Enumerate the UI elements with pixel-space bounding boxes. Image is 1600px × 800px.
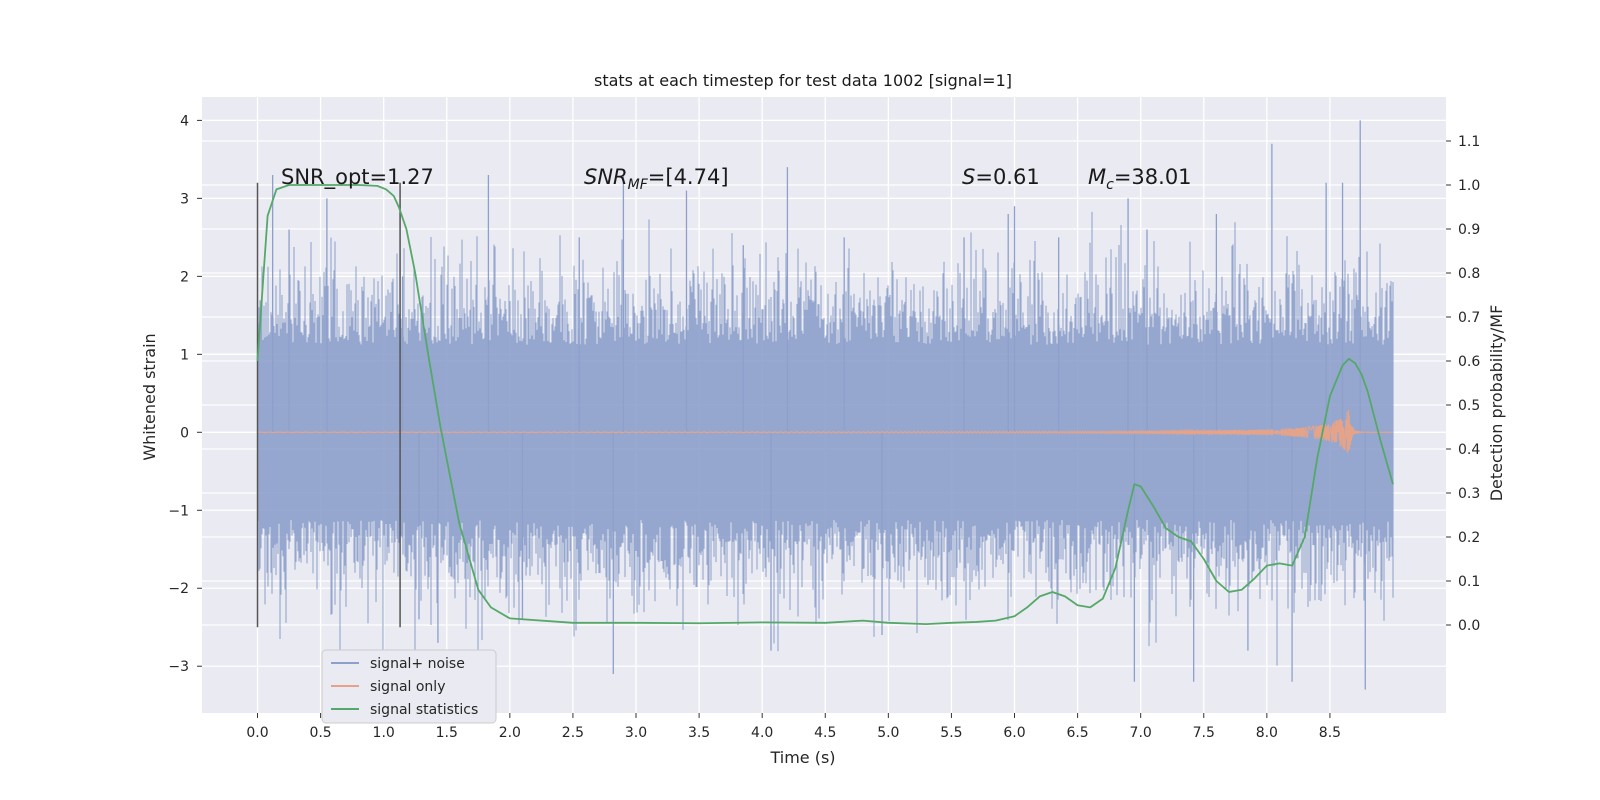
y-right-tick-label: 0.7 bbox=[1458, 310, 1480, 326]
legend-box bbox=[321, 649, 497, 724]
y-left-tick-label: 2 bbox=[180, 269, 189, 285]
y-right-tick-label: 0.5 bbox=[1458, 398, 1480, 414]
x-tick-label: 8.5 bbox=[1319, 725, 1341, 741]
legend-label-signal-only: signal only bbox=[370, 679, 445, 695]
x-tick-label: 6.5 bbox=[1066, 725, 1088, 741]
x-tick-label: 2.5 bbox=[562, 725, 584, 741]
plot-area bbox=[202, 97, 1446, 713]
window-bounds bbox=[256, 182, 401, 628]
x-tick-label: 8.0 bbox=[1256, 725, 1278, 741]
y-axis-right: 0.0 0.1 0.2 0.3 0.4 0.5 0.6 0.7 0.8 0.9 1.0 1.1 bbox=[1446, 134, 1480, 634]
signal-only-line bbox=[257, 410, 1393, 453]
x-tick-label: 0.0 bbox=[246, 725, 268, 741]
y-axis-left-label: Whitened strain bbox=[140, 333, 159, 460]
signal-only-series bbox=[257, 410, 1393, 453]
y-right-tick-label: 0.9 bbox=[1458, 222, 1480, 238]
x-tick-label: 7.5 bbox=[1193, 725, 1215, 741]
x-tick-label: 7.0 bbox=[1130, 725, 1152, 741]
x-tick-label: 4.0 bbox=[751, 725, 773, 741]
y-right-tick-label: 1.0 bbox=[1458, 178, 1480, 194]
y-right-tick-label: 1.1 bbox=[1458, 134, 1480, 150]
y-right-tick-label: 0.0 bbox=[1458, 618, 1480, 634]
y-axis-right-label: Detection probability/MF bbox=[1487, 305, 1506, 502]
x-tick-label: 5.0 bbox=[877, 725, 899, 741]
y-left-tick-label: 4 bbox=[180, 113, 189, 129]
x-tick-label: 1.5 bbox=[436, 725, 458, 741]
annotation-mc: Mc=38.01 bbox=[1088, 165, 1192, 193]
x-tick-label: 2.0 bbox=[499, 725, 521, 741]
annotation-s: S=0.61 bbox=[962, 165, 1040, 189]
chart-title: stats at each timestep for test data 100… bbox=[594, 71, 1012, 90]
y-left-tick-label: 0 bbox=[180, 425, 189, 441]
y-left-tick-label: −3 bbox=[168, 659, 189, 675]
x-tick-label: 4.5 bbox=[814, 725, 836, 741]
x-tick-label: 6.0 bbox=[1003, 725, 1025, 741]
y-right-tick-label: 0.1 bbox=[1458, 574, 1480, 590]
x-tick-label: 3.5 bbox=[688, 725, 710, 741]
statistics-line bbox=[256, 184, 1394, 626]
y-left-tick-label: 1 bbox=[180, 347, 189, 363]
x-tick-label: 0.5 bbox=[309, 725, 331, 741]
x-tick-label: 5.5 bbox=[940, 725, 962, 741]
y-right-tick-label: 0.2 bbox=[1458, 530, 1480, 546]
x-axis: 0.0 0.5 1.0 1.5 2.0 2.5 3.0 3.5 4.0 4.5 5.0 5.5 6.0 6… bbox=[246, 713, 1341, 741]
x-tick-label: 3.0 bbox=[625, 725, 647, 741]
x-axis-label: Time (s) bbox=[769, 748, 835, 767]
y-left-tick-label: −1 bbox=[168, 503, 189, 519]
legend: signal+ noise signal only signal statist… bbox=[321, 649, 497, 724]
y-left-tick-label: −2 bbox=[168, 581, 189, 597]
y-right-tick-label: 0.6 bbox=[1458, 354, 1480, 370]
annotation-snr-mf: SNRMF=[4.74] bbox=[584, 165, 729, 193]
annotation-snr-opt: SNR_opt=1.27 bbox=[281, 165, 434, 190]
y-right-tick-label: 0.8 bbox=[1458, 266, 1480, 282]
x-tick-label: 1.0 bbox=[373, 725, 395, 741]
statistics-series bbox=[256, 184, 1394, 626]
legend-label-statistics: signal statistics bbox=[370, 702, 478, 718]
y-left-tick-label: 3 bbox=[180, 191, 189, 207]
legend-label-noise: signal+ noise bbox=[370, 656, 465, 672]
y-right-tick-label: 0.4 bbox=[1458, 442, 1480, 458]
y-axis-left: −3 −2 −1 0 1 2 3 4 bbox=[168, 113, 202, 675]
y-right-tick-label: 0.3 bbox=[1458, 486, 1480, 502]
